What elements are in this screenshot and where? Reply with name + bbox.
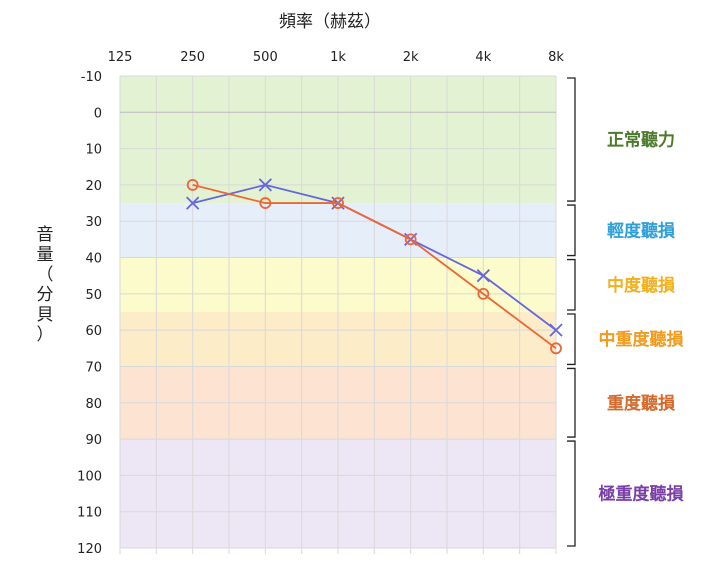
band-bracket: [567, 313, 576, 366]
x-axis-title: 頻率（赫茲）: [279, 12, 381, 32]
data-point-x: [186, 196, 200, 210]
data-point-o: [550, 342, 562, 355]
y-axis-title: 音量（分貝）: [37, 225, 54, 345]
band-brackets: [567, 77, 576, 547]
y-tick-label: 50: [85, 288, 102, 303]
x-tick-label: 250: [180, 50, 205, 65]
series: [186, 178, 563, 355]
y-tick-label: 80: [85, 397, 102, 412]
data-point-x: [258, 178, 272, 192]
band-label: 中重度聽損: [599, 329, 685, 350]
x-tick-label: 500: [253, 50, 278, 65]
x-tick-label: 125: [108, 50, 133, 65]
band-label: 極重度聽損: [599, 484, 685, 505]
y-tick-label: 100: [77, 469, 102, 484]
band-bracket: [567, 204, 576, 257]
y-tick-label: 10: [85, 143, 102, 158]
data-point-x: [476, 269, 490, 283]
band-label: 正常聽力: [607, 130, 675, 151]
y-tick-label: 60: [85, 324, 102, 339]
x-tick-label: 4k: [475, 50, 491, 65]
data-point-o: [186, 179, 199, 191]
y-tick-label: 0: [94, 106, 102, 121]
x-tick-label: 2k: [403, 50, 419, 65]
data-point-o: [259, 197, 272, 209]
data-point-o: [404, 233, 417, 246]
series-line: [192, 184, 557, 350]
band-label: 中度聽損: [607, 275, 676, 296]
band-bracket: [567, 258, 576, 311]
y-tick-label: 30: [85, 215, 102, 230]
tick-labels: 125 250 500 1k 2k 4k 8k -10 0 10 20 30 40 50 60 70 80 90 1…: [77, 50, 564, 557]
data-point-o: [332, 197, 344, 209]
data-point-o: [477, 287, 490, 300]
band-bracket: [567, 440, 576, 547]
band-bracket: [567, 367, 576, 438]
y-tick-label: 70: [85, 360, 102, 375]
data-point-x: [549, 323, 563, 337]
band-label: 輕度聽損: [607, 220, 676, 241]
x-tick-label: 1k: [330, 50, 346, 65]
y-tick-label: 90: [85, 433, 102, 448]
y-tick-label: 20: [85, 179, 102, 194]
y-tick-label: -10: [81, 70, 102, 85]
y-tick-label: 110: [77, 506, 102, 521]
y-tick-label: 120: [77, 542, 102, 557]
y-tick-label: 40: [85, 252, 102, 267]
band-bracket: [567, 77, 576, 202]
x-tick-label: 8k: [548, 50, 564, 65]
band-label: 重度聽損: [607, 393, 676, 414]
grid: [119, 75, 557, 554]
